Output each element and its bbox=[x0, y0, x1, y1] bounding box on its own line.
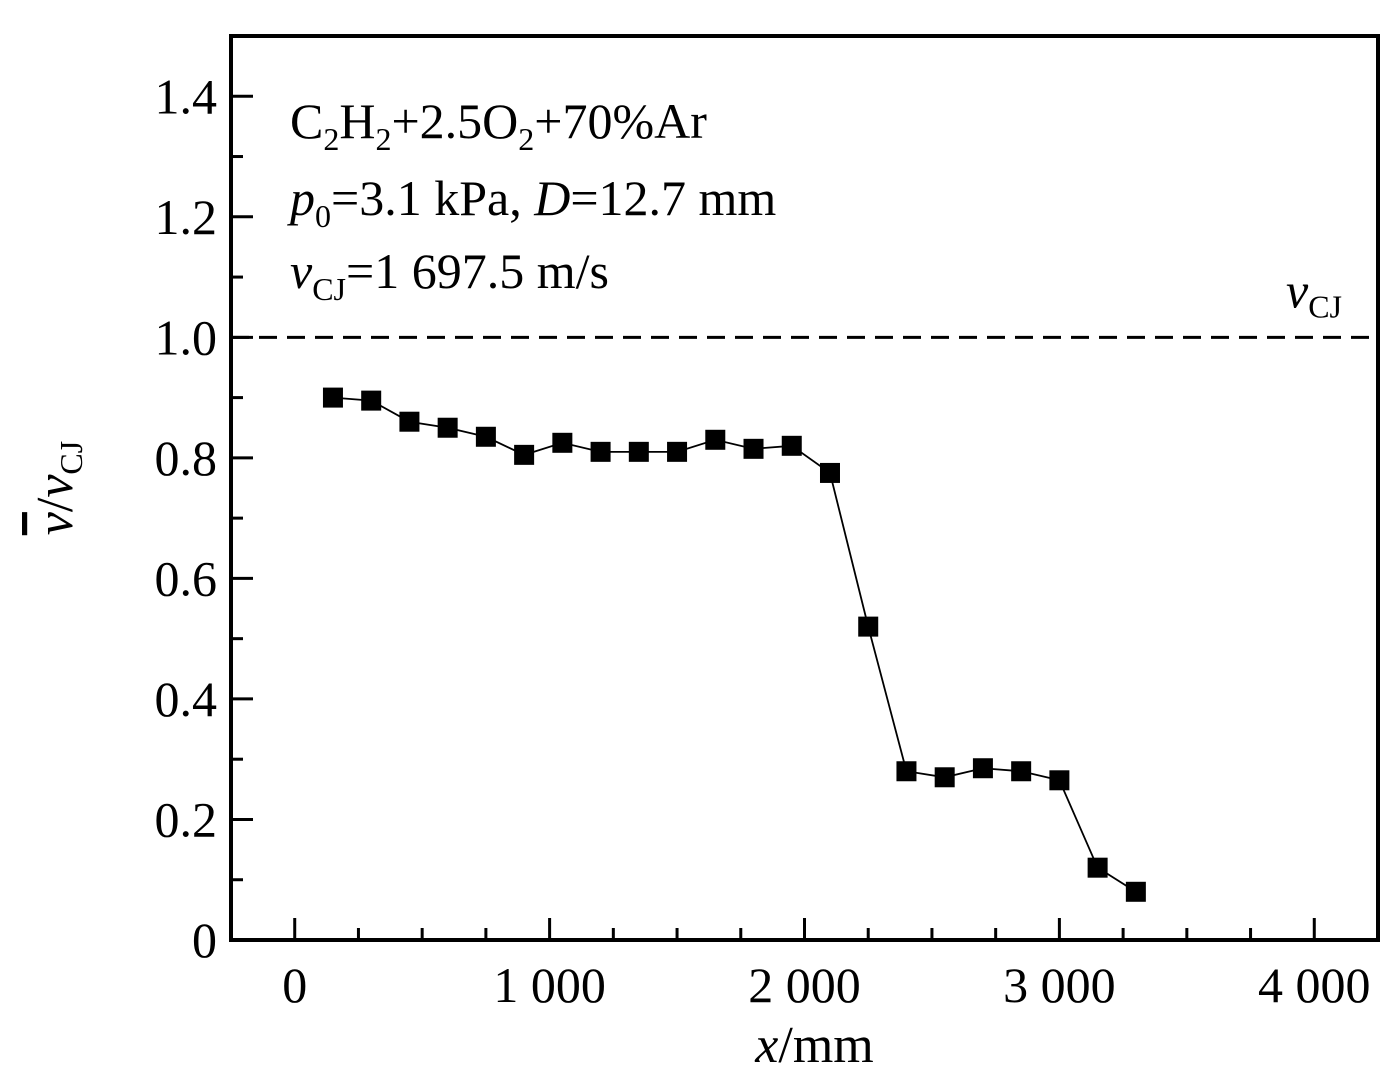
x-tick-label: 0 bbox=[282, 957, 307, 1013]
series-line bbox=[332, 396, 1137, 893]
data-point bbox=[361, 390, 382, 411]
series-markers bbox=[322, 387, 1146, 902]
data-point bbox=[667, 441, 688, 462]
y-tick-label: 0.2 bbox=[155, 791, 218, 847]
data-point bbox=[896, 761, 917, 782]
data-point bbox=[1125, 881, 1146, 902]
data-point bbox=[1049, 770, 1070, 791]
y-tick-label: 0.8 bbox=[155, 430, 218, 486]
annotation-block: C2H2+2.5O2+70%Ar p0=3.1 kPa, D=12.7 mm vCJ… bbox=[287, 93, 776, 307]
data-point bbox=[437, 417, 458, 438]
data-point bbox=[475, 426, 496, 447]
data-point bbox=[1011, 761, 1032, 782]
y-tick-label: 1.2 bbox=[155, 189, 218, 245]
x-tick-label: 3 000 bbox=[1003, 957, 1116, 1013]
y-tick-label: 1.4 bbox=[155, 68, 218, 124]
minor-ticks bbox=[231, 155, 1253, 940]
y-tick-label: 0 bbox=[192, 912, 217, 968]
data-point bbox=[514, 444, 535, 465]
data-point bbox=[705, 429, 726, 450]
data-point bbox=[590, 441, 611, 462]
data-point bbox=[934, 767, 955, 788]
y-tick-label: 0.4 bbox=[155, 671, 218, 727]
data-point bbox=[781, 435, 802, 456]
data-point bbox=[858, 616, 879, 637]
x-tick-labels: 0 1 000 2 000 3 000 4 000 bbox=[282, 957, 1370, 1013]
x-tick-label: 1 000 bbox=[493, 957, 606, 1013]
annotation-line: C2H2+2.5O2+70%Ar bbox=[290, 93, 707, 157]
y-axis-title: v/vCJ bbox=[27, 441, 89, 535]
data-point bbox=[819, 462, 840, 483]
series-polyline bbox=[332, 396, 1137, 893]
x-axis-title: x/mm bbox=[754, 1017, 873, 1074]
vcj-reference-label: vCJ bbox=[1286, 262, 1342, 324]
y-tick-labels: 0 0.2 0.4 0.6 0.8 1.0 1.2 1.4 bbox=[155, 68, 218, 968]
x-tick-label: 2 000 bbox=[748, 957, 861, 1013]
y-tick-label: 0.6 bbox=[155, 550, 218, 606]
data-point bbox=[972, 758, 993, 779]
y-tick-label: 1.0 bbox=[155, 309, 218, 365]
major-ticks bbox=[231, 94, 1316, 940]
data-point bbox=[322, 387, 343, 408]
annotation-line: p0=3.1 kPa, D=12.7 mm bbox=[287, 170, 776, 234]
data-point bbox=[743, 438, 764, 459]
data-point bbox=[552, 432, 573, 453]
x-tick-label: 4 000 bbox=[1258, 957, 1371, 1013]
data-point bbox=[1087, 857, 1108, 878]
data-point bbox=[399, 411, 420, 432]
data-point bbox=[628, 441, 649, 462]
annotation-line: vCJ=1 697.5 m/s bbox=[290, 243, 609, 307]
